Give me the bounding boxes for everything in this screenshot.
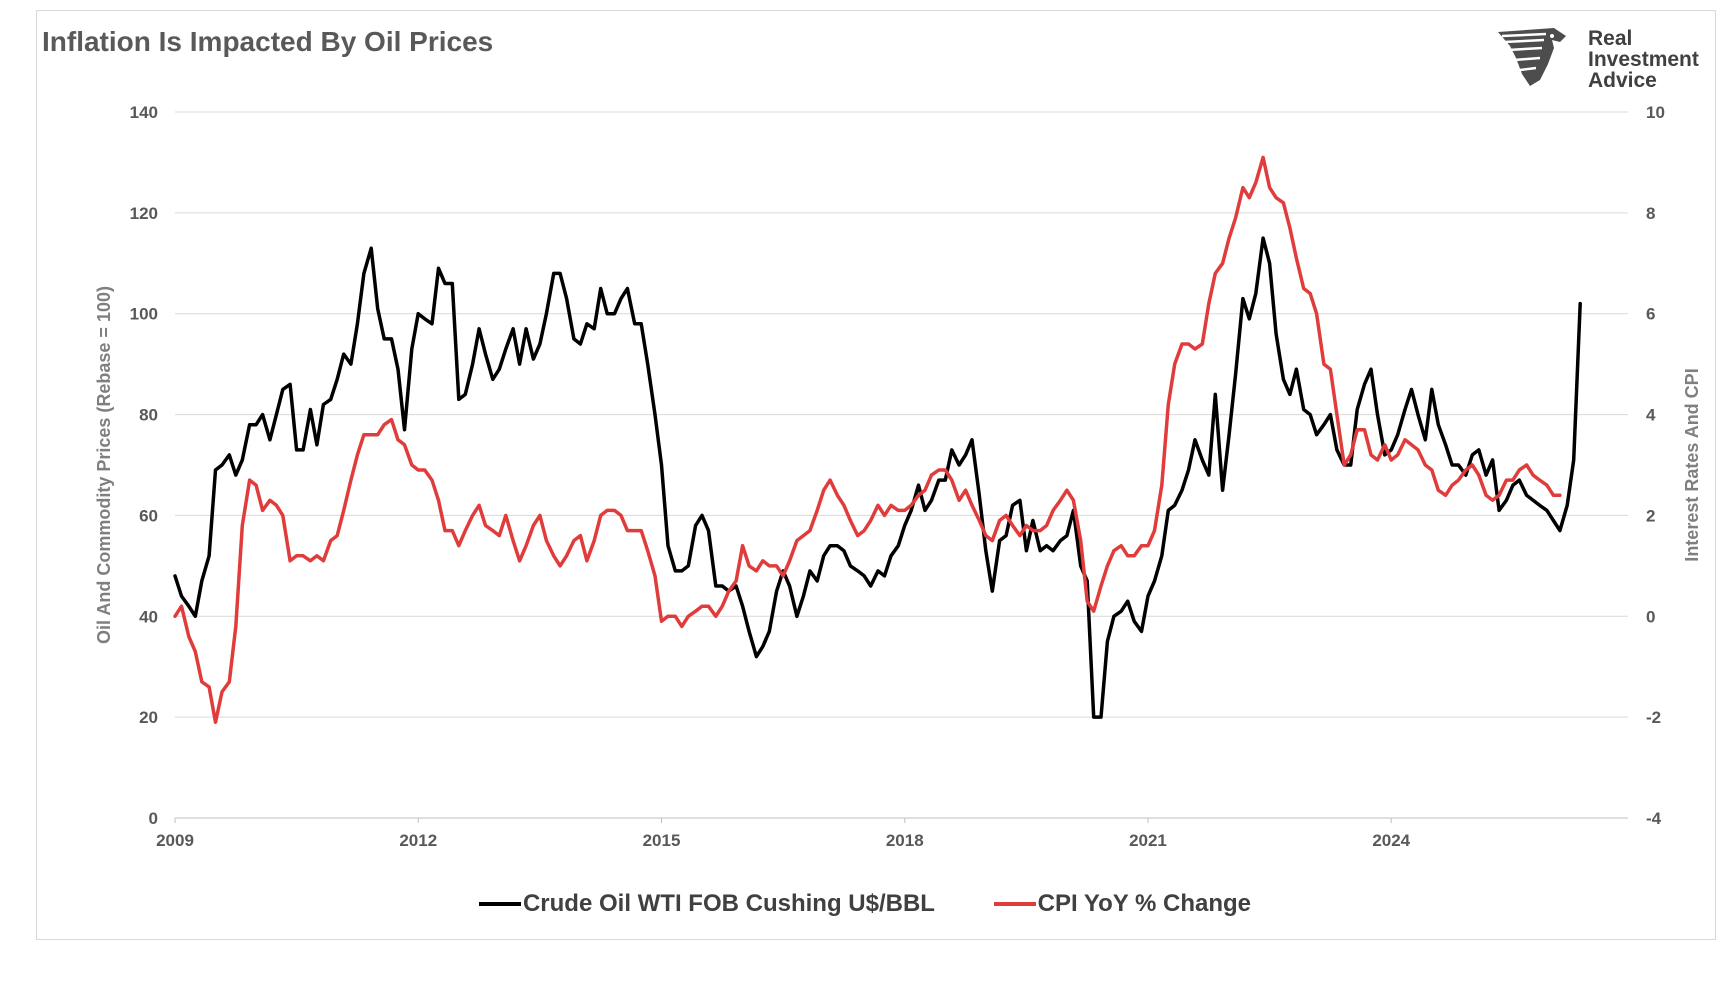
chart-title: Inflation Is Impacted By Oil Prices [42, 26, 494, 57]
legend-swatch-cpi [993, 902, 1036, 906]
right-tick-label: 8 [1646, 204, 1655, 223]
left-tick-label: 120 [130, 204, 158, 223]
left-tick-label: 20 [139, 708, 158, 727]
series-line-cpi [173, 155, 1562, 724]
brand-name: Real Investment Advice [1588, 28, 1699, 91]
x-axis-ticks: 2009 2012 2015 2018 2021 2024 [156, 818, 1411, 850]
x-tick-label: 2009 [156, 831, 194, 850]
left-tick-label: 0 [149, 809, 158, 828]
right-tick-label: 6 [1646, 305, 1655, 324]
legend-label: CPI YoY % Change [1037, 890, 1252, 917]
brand-name-line: Advice [1588, 69, 1657, 92]
brand-name-line: Investment [1588, 48, 1699, 71]
right-tick-label: 10 [1646, 103, 1665, 122]
right-tick-label: 0 [1646, 607, 1655, 626]
brand-logo [1496, 24, 1706, 94]
right-axis-label: Interest Rates And CPI [1682, 368, 1702, 561]
legend-item-oil: Crude Oil WTI FOB Cushing U$/BBL [478, 890, 935, 918]
left-tick-label: 100 [130, 305, 158, 324]
x-tick-label: 2021 [1129, 831, 1167, 850]
x-tick-label: 2015 [643, 831, 681, 850]
right-tick-label: -4 [1646, 809, 1662, 828]
left-tick-label: 80 [139, 406, 158, 425]
right-tick-label: -2 [1646, 708, 1661, 727]
series-line-oil [173, 236, 1582, 719]
left-axis-ticks: 0 20 40 60 80 100 120 140 [130, 103, 158, 828]
eagle-head-icon [1498, 28, 1566, 86]
legend: Crude Oil WTI FOB Cushing U$/BBL CPI YoY… [0, 885, 1730, 918]
right-axis-ticks: -4 -2 0 2 4 6 8 10 [1646, 103, 1665, 828]
legend-swatch-oil [478, 902, 521, 906]
left-tick-label: 40 [139, 607, 158, 626]
legend-item-cpi: CPI YoY % Change [993, 890, 1252, 918]
left-tick-label: 140 [130, 103, 158, 122]
brand-name-line: Real [1588, 27, 1633, 50]
x-tick-label: 2012 [399, 831, 437, 850]
legend-label: Crude Oil WTI FOB Cushing U$/BBL [522, 890, 935, 917]
series-lines [173, 155, 1582, 724]
x-tick-label: 2024 [1372, 831, 1410, 850]
chart-frame [36, 10, 1716, 940]
x-tick-label: 2018 [886, 831, 924, 850]
right-tick-label: 4 [1646, 406, 1656, 425]
gridlines [175, 111, 1628, 718]
left-axis-label: Oil And Commodity Prices (Rebase = 100) [94, 286, 114, 644]
right-tick-label: 2 [1646, 506, 1655, 525]
left-tick-label: 60 [139, 506, 158, 525]
